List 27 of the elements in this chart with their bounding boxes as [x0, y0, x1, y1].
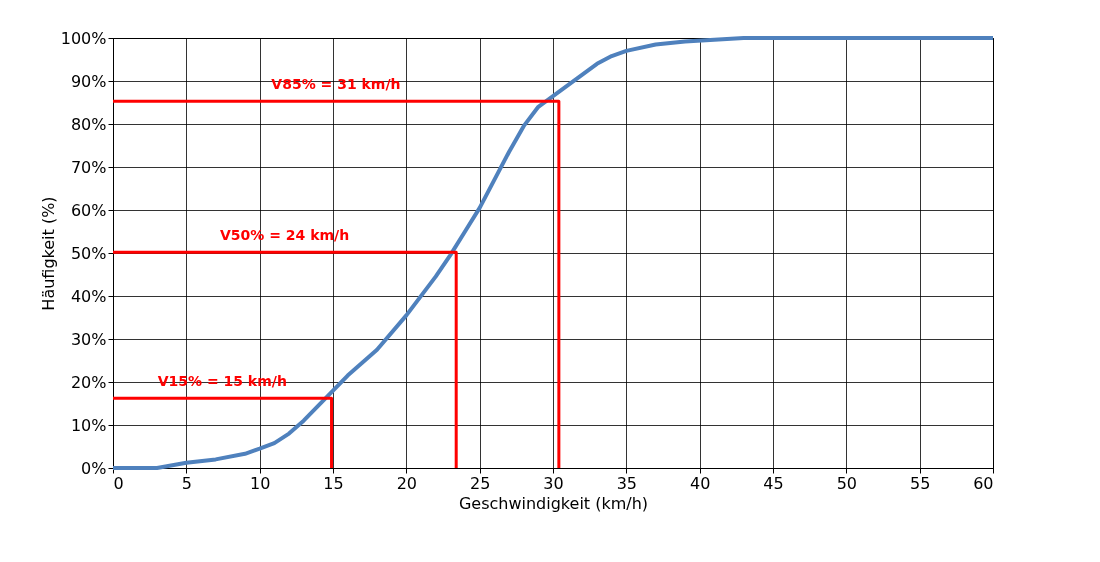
y-tick-label: 60%	[70, 200, 107, 220]
x-tick-label: 50	[836, 473, 858, 493]
y-tick-label: 10%	[70, 415, 107, 435]
y-axis-title: Häufigkeit (%)	[38, 196, 58, 311]
y-tick-label: 70%	[70, 157, 107, 177]
x-tick-label: 25	[469, 473, 491, 493]
y-tick-label: 90%	[70, 71, 107, 91]
x-tick-label: 35	[616, 473, 638, 493]
x-tick-label: 55	[909, 473, 931, 493]
x-tick-label: 0	[113, 473, 124, 493]
y-tick-label: 30%	[70, 329, 107, 349]
y-tick-label: 80%	[70, 114, 107, 134]
y-tick-label: 100%	[60, 28, 107, 48]
y-tick-label: 20%	[70, 372, 107, 392]
y-tick-label: 50%	[70, 243, 107, 263]
y-tick-label: 40%	[70, 286, 107, 306]
x-tick-label: 45	[763, 473, 784, 493]
x-tick-label: 40	[689, 473, 711, 493]
x-tick-label: 20	[396, 473, 418, 493]
line-series	[111, 36, 995, 470]
x-tick-label: 15	[323, 473, 344, 493]
y-tick-label: 0%	[81, 458, 107, 478]
x-tick-label: 60	[973, 473, 994, 493]
x-tick-label: 5	[181, 473, 192, 493]
x-tick-label: 30	[543, 473, 564, 493]
x-tick-label: 10	[249, 473, 271, 493]
x-axis-title: Geschwindigkeit (km/h)	[458, 493, 649, 513]
